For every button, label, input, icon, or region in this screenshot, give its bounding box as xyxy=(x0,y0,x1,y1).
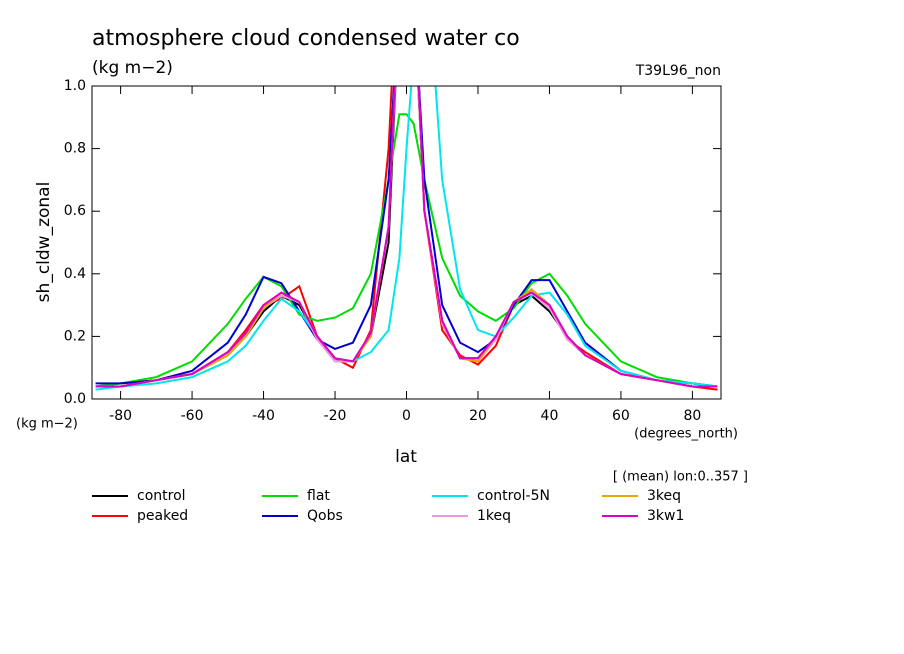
y-axis-label: sh_cldw_zonal xyxy=(34,182,54,303)
run-label: T39L96_non xyxy=(635,63,721,79)
legend-label: control-5N xyxy=(477,488,550,504)
y-tick-label: 1.0 xyxy=(64,78,86,94)
x-tick-label: -80 xyxy=(109,408,132,424)
y-tick-label: 0.4 xyxy=(64,266,86,282)
y-tick-label: 0.6 xyxy=(64,203,86,219)
x-tick-label: 60 xyxy=(612,408,630,424)
series-group xyxy=(95,86,718,391)
data-line xyxy=(95,86,718,388)
legend-label: control xyxy=(137,488,186,504)
x-tick-label: 40 xyxy=(541,408,559,424)
data-line xyxy=(95,113,718,388)
legend-label: peaked xyxy=(137,508,188,524)
x-axis-label: lat xyxy=(395,447,417,467)
data-line xyxy=(95,86,718,388)
data-line xyxy=(95,86,718,388)
plot-frame xyxy=(91,85,722,400)
y-tick-label: 0.0 xyxy=(64,391,86,407)
y-tick-label: 0.8 xyxy=(64,141,86,157)
x-tick-label: 80 xyxy=(683,408,701,424)
plot-area xyxy=(95,86,718,391)
x-units: (degrees_north) xyxy=(634,427,738,442)
data-line xyxy=(95,86,718,391)
x-tick-label: -60 xyxy=(181,408,204,424)
data-line xyxy=(95,86,718,388)
chart-subtitle: (kg m−2) xyxy=(92,58,173,78)
legend-label: flat xyxy=(307,488,330,504)
legend-label: Qobs xyxy=(307,508,343,524)
legend-label: 3keq xyxy=(647,488,681,504)
legend-label: 1keq xyxy=(477,508,511,524)
annotation: [ (mean) lon:0..357 ] xyxy=(613,470,748,485)
chart-title: atmosphere cloud condensed water co xyxy=(92,26,520,51)
y-tick-label: 0.2 xyxy=(64,328,86,344)
data-line xyxy=(95,86,718,391)
x-tick-label: 0 xyxy=(402,408,411,424)
x-tick-label: 20 xyxy=(469,408,487,424)
x-tick-label: -40 xyxy=(252,408,275,424)
y-units: (kg m−2) xyxy=(16,417,78,432)
x-tick-label: -20 xyxy=(324,408,347,424)
data-line xyxy=(95,86,718,388)
legend-label: 3kw1 xyxy=(647,508,684,524)
